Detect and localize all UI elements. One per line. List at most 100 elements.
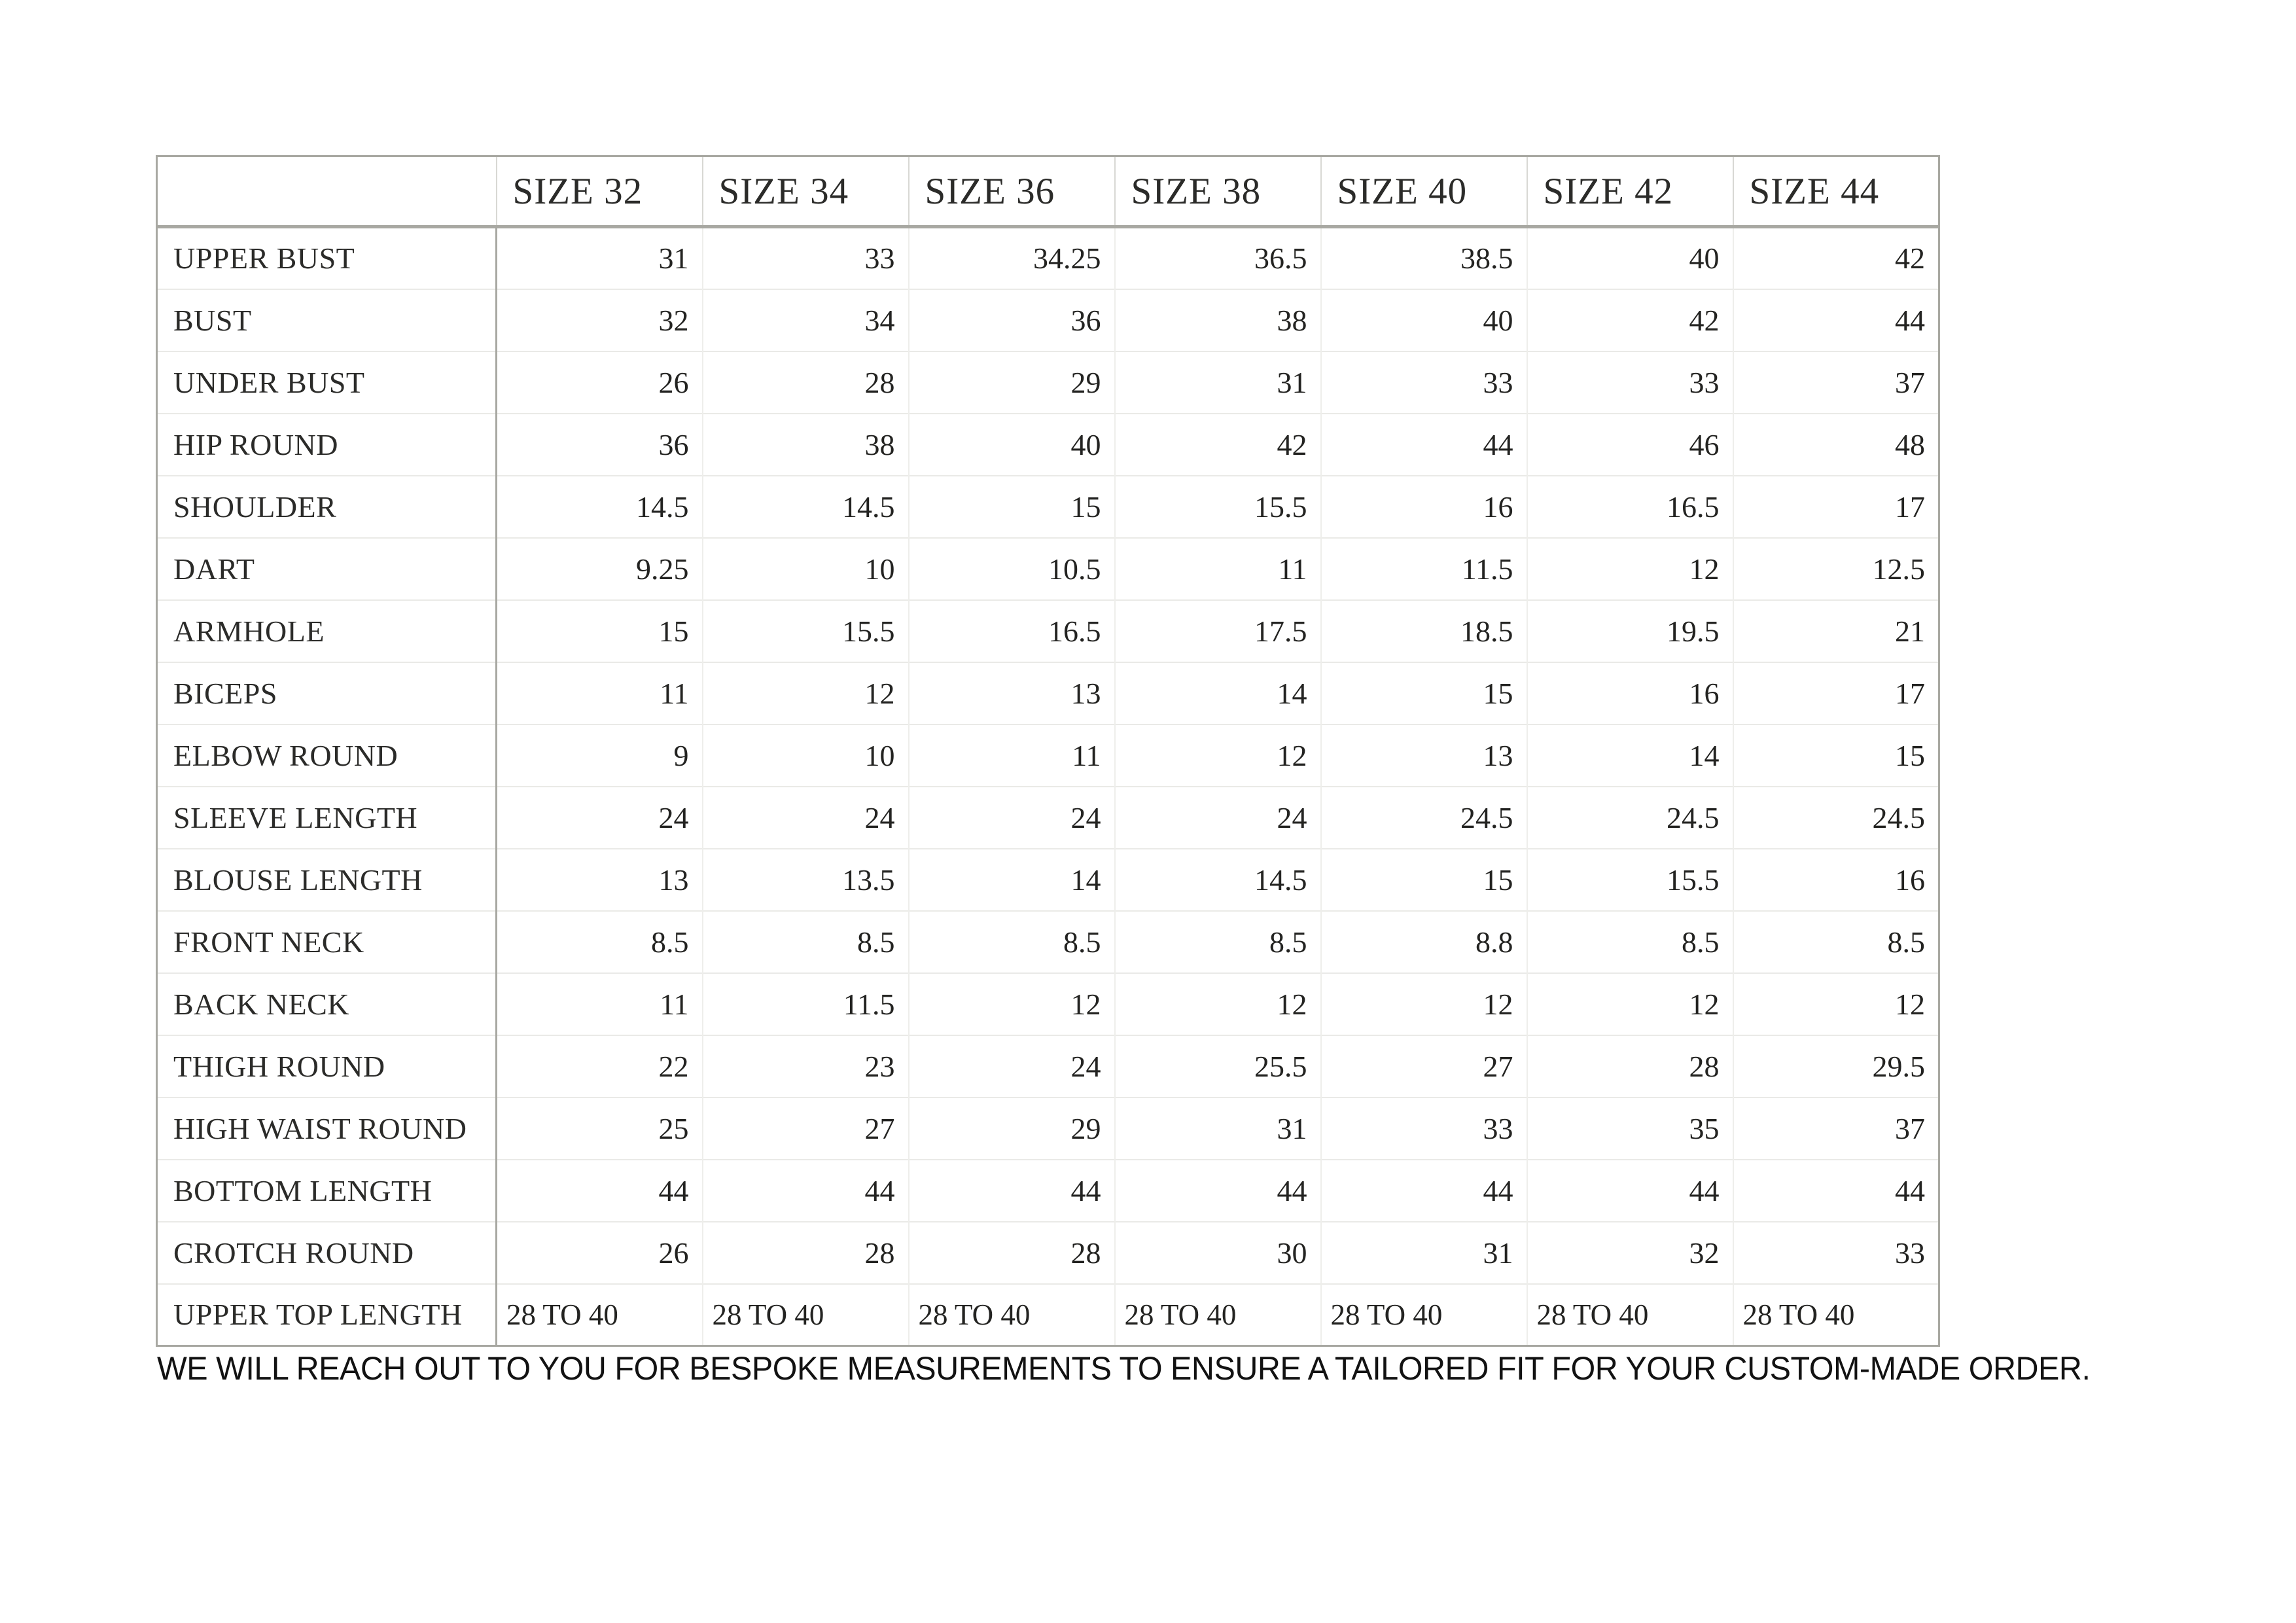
size-value: 14 xyxy=(1527,723,1734,787)
size-value: 12 xyxy=(1114,723,1322,787)
size-value: 17 xyxy=(1733,661,1939,724)
size-value: 22 xyxy=(496,1034,703,1097)
measurement-label: ELBOW ROUND xyxy=(156,723,497,787)
size-value: 13 xyxy=(908,661,1116,724)
size-value: 16.5 xyxy=(1527,474,1734,538)
table-row: HIGH WAIST ROUND 25 27 29 31 33 35 37 xyxy=(156,1096,1939,1160)
table-row: BUST 32 34 36 38 40 42 44 xyxy=(156,288,1939,351)
size-value: 38.5 xyxy=(1320,226,1528,289)
size-value: 36 xyxy=(496,412,703,476)
size-value: 31 xyxy=(496,226,703,289)
size-value: 32 xyxy=(496,288,703,351)
measurement-label: FRONT NECK xyxy=(156,910,497,973)
size-value: 8.5 xyxy=(1733,910,1939,973)
size-value: 12 xyxy=(1527,537,1734,600)
size-value: 11.5 xyxy=(702,972,910,1035)
size-value: 15.5 xyxy=(1114,474,1322,538)
table-row: SLEEVE LENGTH 24 24 24 24 24.5 24.5 24.5 xyxy=(156,785,1939,849)
size-value: 14 xyxy=(1114,661,1322,724)
table-row: THIGH ROUND 22 23 24 25.5 27 28 29.5 xyxy=(156,1034,1939,1097)
size-value: 15 xyxy=(908,474,1116,538)
table-row: BICEPS 11 12 13 14 15 16 17 xyxy=(156,661,1939,724)
size-value: 44 xyxy=(908,1158,1116,1222)
measurement-label: ARMHOLE xyxy=(156,599,497,662)
size-value: 44 xyxy=(1320,1158,1528,1222)
size-value: 10 xyxy=(702,537,910,600)
size-value: 24 xyxy=(1114,785,1322,849)
size-value: 40 xyxy=(1527,226,1734,289)
size-value: 44 xyxy=(1320,412,1528,476)
size-value: 8.5 xyxy=(1114,910,1322,973)
column-header: SIZE 34 xyxy=(702,156,910,228)
measurement-label: UPPER BUST xyxy=(156,226,497,289)
size-value: 24 xyxy=(908,785,1116,849)
size-chart-body: UPPER BUST 31 33 34.25 36.5 38.5 40 42 BUST 32 34 3… xyxy=(156,226,1939,1346)
size-value: 25 xyxy=(496,1096,703,1160)
size-value: 37 xyxy=(1733,350,1939,414)
size-value: 12 xyxy=(1527,972,1734,1035)
size-value: 44 xyxy=(496,1158,703,1222)
size-value: 13.5 xyxy=(702,847,910,911)
size-value: 24 xyxy=(702,785,910,849)
size-value: 32 xyxy=(1527,1221,1734,1284)
measurement-label: BLOUSE LENGTH xyxy=(156,847,497,911)
size-value: 42 xyxy=(1527,288,1734,351)
header-row: SIZE 32 SIZE 34 SIZE 36 SIZE 38 SIZE 40 SIZE … xyxy=(156,156,1939,228)
size-value: 38 xyxy=(702,412,910,476)
size-value: 24 xyxy=(908,1034,1116,1097)
table-row: UPPER TOP LENGTH 28 TO 40 28 TO 40 28 TO 40… xyxy=(156,1283,1939,1346)
table-row: SHOULDER 14.5 14.5 15 15.5 16 16.5 17 xyxy=(156,474,1939,538)
size-value: 11.5 xyxy=(1320,537,1528,600)
table-row: BOTTOM LENGTH 44 44 44 44 44 44 44 xyxy=(156,1158,1939,1222)
size-value: 14.5 xyxy=(702,474,910,538)
size-value: 38 xyxy=(1114,288,1322,351)
measurement-label: BOTTOM LENGTH xyxy=(156,1158,497,1222)
size-value: 31 xyxy=(1320,1221,1528,1284)
measurement-label: DART xyxy=(156,537,497,600)
size-value: 36 xyxy=(908,288,1116,351)
measurement-label: BUST xyxy=(156,288,497,351)
size-value: 33 xyxy=(702,226,910,289)
column-header: SIZE 38 xyxy=(1114,156,1322,228)
size-value: 26 xyxy=(496,350,703,414)
measurement-label: THIGH ROUND xyxy=(156,1034,497,1097)
size-value: 11 xyxy=(1114,537,1322,600)
measurement-label: UNDER BUST xyxy=(156,350,497,414)
size-value: 24.5 xyxy=(1320,785,1528,849)
size-value: 44 xyxy=(1527,1158,1734,1222)
size-value: 19.5 xyxy=(1527,599,1734,662)
size-value: 9.25 xyxy=(496,537,703,600)
table-row: FRONT NECK 8.5 8.5 8.5 8.5 8.8 8.5 8.5 xyxy=(156,910,1939,973)
measurement-label: SLEEVE LENGTH xyxy=(156,785,497,849)
measurement-label: BACK NECK xyxy=(156,972,497,1035)
size-value: 24.5 xyxy=(1527,785,1734,849)
size-chart: SIZE 32 SIZE 34 SIZE 36 SIZE 38 SIZE 40 SIZE … xyxy=(156,155,1940,1347)
size-value: 33 xyxy=(1320,1096,1528,1160)
measurement-label: HIGH WAIST ROUND xyxy=(156,1096,497,1160)
size-value: 34.25 xyxy=(908,226,1116,289)
size-value: 11 xyxy=(496,972,703,1035)
size-value: 33 xyxy=(1527,350,1734,414)
table-row: BLOUSE LENGTH 13 13.5 14 14.5 15 15.5 16 xyxy=(156,847,1939,911)
size-value: 28 TO 40 xyxy=(1320,1283,1528,1346)
size-value: 16 xyxy=(1320,474,1528,538)
table-row: BACK NECK 11 11.5 12 12 12 12 12 xyxy=(156,972,1939,1035)
bespoke-measurements-note: WE WILL REACH OUT TO YOU FOR BESPOKE MEA… xyxy=(157,1350,2091,1387)
size-value: 8.5 xyxy=(908,910,1116,973)
size-value: 28 xyxy=(702,1221,910,1284)
table-row: CROTCH ROUND 26 28 28 30 31 32 33 xyxy=(156,1221,1939,1284)
size-value: 31 xyxy=(1114,350,1322,414)
size-value: 13 xyxy=(1320,723,1528,787)
size-value: 24.5 xyxy=(1733,785,1939,849)
size-value: 34 xyxy=(702,288,910,351)
size-value: 10 xyxy=(702,723,910,787)
size-value: 21 xyxy=(1733,599,1939,662)
size-value: 28 xyxy=(702,350,910,414)
size-value: 15.5 xyxy=(1527,847,1734,911)
size-value: 23 xyxy=(702,1034,910,1097)
size-value: 28 TO 40 xyxy=(1527,1283,1734,1346)
size-value: 36.5 xyxy=(1114,226,1322,289)
size-value: 30 xyxy=(1114,1221,1322,1284)
size-value: 29.5 xyxy=(1733,1034,1939,1097)
size-value: 44 xyxy=(1114,1158,1322,1222)
